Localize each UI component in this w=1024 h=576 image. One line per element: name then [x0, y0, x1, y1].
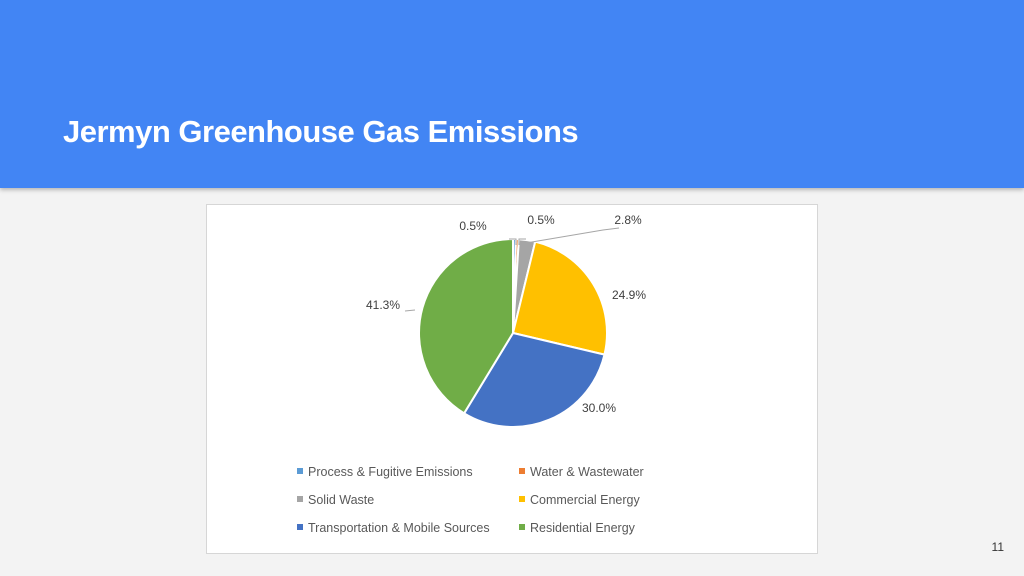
- legend-swatch: [297, 496, 303, 502]
- slide-number: 11: [991, 540, 1004, 554]
- leader-line-water-and-wastewater: [518, 238, 526, 245]
- pie-chart-frame: 0.5% 0.5% 2.8% 24.9% 30.0% 41.3% Process & Fu…: [206, 204, 818, 554]
- leader-line-solid-waste: [525, 227, 620, 244]
- data-labels: 0.5% 0.5% 2.8% 24.9% 30.0% 41.3%: [366, 213, 646, 415]
- legend-item-solid-waste: Solid Waste: [297, 493, 374, 507]
- title-bar: Jermyn Greenhouse Gas Emissions: [0, 0, 1024, 188]
- data-label-water-and-wastewater: 0.5%: [527, 213, 555, 227]
- pie-slice-commercial-energy: [511, 240, 608, 356]
- legend-swatch: [297, 468, 303, 474]
- legend-item-commercial-energy: Commercial Energy: [519, 493, 641, 507]
- data-label-commercial-energy: 24.9%: [612, 288, 646, 302]
- pie-chart: 0.5% 0.5% 2.8% 24.9% 30.0% 41.3% Process & Fu…: [297, 213, 646, 535]
- data-label-transportation-and-mobile-sources: 30.0%: [582, 401, 616, 415]
- pie-slice-residential-energy: [418, 237, 514, 415]
- leader-line-process-and-fugitive-emissions: [509, 238, 517, 245]
- legend-swatch: [519, 468, 525, 474]
- legend-swatch: [297, 524, 303, 530]
- legend-label: Transportation & Mobile Sources: [308, 521, 490, 535]
- leader-line-residential-energy: [404, 309, 416, 312]
- legend-label: Residential Energy: [530, 521, 636, 535]
- legend-item-residential-energy: Residential Energy: [519, 521, 636, 535]
- legend-label: Water & Wastewater: [530, 465, 644, 479]
- legend-item-transportation-and-mobile-sources: Transportation & Mobile Sources: [297, 521, 490, 535]
- data-label-process-and-fugitive-emissions: 0.5%: [459, 219, 487, 233]
- legend-swatch: [519, 524, 525, 530]
- legend-item-process-and-fugitive-emissions: Process & Fugitive Emissions: [297, 465, 473, 479]
- label-leader-lines: [404, 227, 620, 312]
- legend-swatch: [519, 496, 525, 502]
- pie-slices: [418, 237, 608, 428]
- legend-item-water-and-wastewater: Water & Wastewater: [519, 465, 644, 479]
- data-label-solid-waste: 2.8%: [614, 213, 642, 227]
- legend-label: Commercial Energy: [530, 493, 641, 507]
- legend-label: Process & Fugitive Emissions: [308, 465, 473, 479]
- legend: Process & Fugitive Emissions Water & Wast…: [297, 465, 644, 535]
- legend-label: Solid Waste: [308, 493, 374, 507]
- data-label-residential-energy: 41.3%: [366, 298, 400, 312]
- slide-title: Jermyn Greenhouse Gas Emissions: [63, 114, 579, 149]
